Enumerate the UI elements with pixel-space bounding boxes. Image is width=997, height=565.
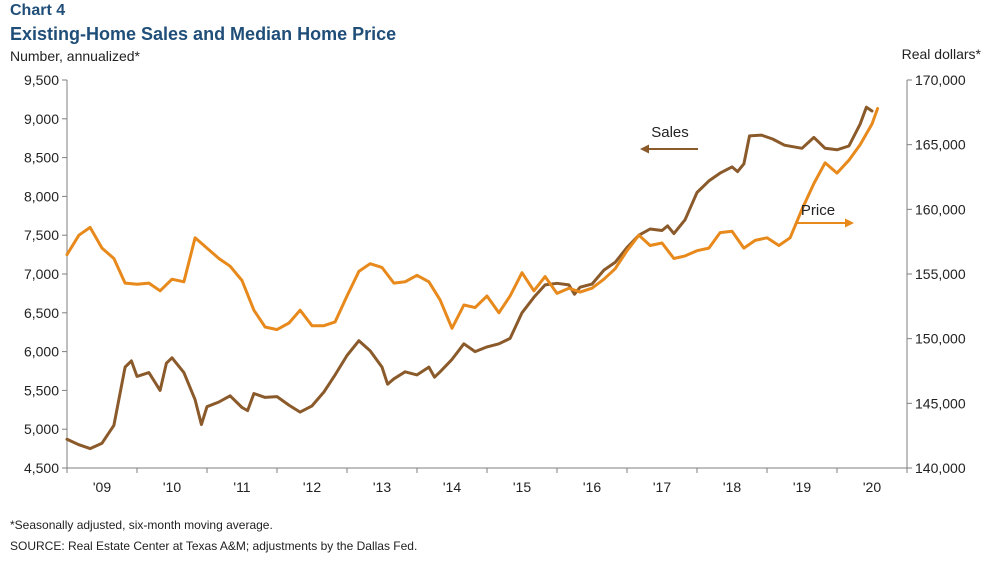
- x-tick-label: '14: [443, 479, 461, 495]
- left-y-tick-label: 9,500: [24, 72, 59, 88]
- x-tick-label: '10: [163, 479, 181, 495]
- x-tick-label: '17: [653, 479, 671, 495]
- x-tick-label: '16: [583, 479, 601, 495]
- x-tick-label: '20: [863, 479, 881, 495]
- left-y-tick-label: 9,000: [24, 111, 59, 127]
- right-y-tick-label: 160,000: [915, 201, 966, 217]
- left-y-tick-label: 5,500: [24, 382, 59, 398]
- right-y-tick-label: 140,000: [915, 460, 966, 476]
- chart-title: Existing-Home Sales and Median Home Pric…: [10, 24, 397, 44]
- sales-series-line: [65, 105, 874, 451]
- right-y-tick-label: 145,000: [915, 395, 966, 411]
- x-tick-label: '13: [373, 479, 391, 495]
- left-y-tick-label: 6,000: [24, 344, 59, 360]
- sales-annotation-label: Sales: [651, 124, 689, 141]
- chart-label: Chart 4: [10, 2, 66, 19]
- left-axis-unit-label: Number, annualized*: [10, 48, 140, 64]
- left-y-tick-label: 4,500: [24, 460, 59, 476]
- price-series-line: [65, 107, 880, 332]
- right-y-tick-label: 150,000: [915, 331, 966, 347]
- x-tick-label: '12: [303, 479, 321, 495]
- x-tick-label: '09: [93, 479, 111, 495]
- right-y-tick-label: 155,000: [915, 266, 966, 282]
- left-y-tick-label: 6,500: [24, 305, 59, 321]
- left-y-tick-label: 7,500: [24, 227, 59, 243]
- footnote: *Seasonally adjusted, six-month moving a…: [10, 518, 273, 532]
- left-y-tick-label: 5,000: [24, 421, 59, 437]
- price-annotation-label: Price: [801, 202, 835, 219]
- x-tick-label: '15: [513, 479, 531, 495]
- x-tick-label: '11: [233, 479, 250, 495]
- left-y-tick-label: 8,500: [24, 150, 59, 166]
- left-y-tick-label: 7,000: [24, 266, 59, 282]
- right-y-tick-label: 165,000: [915, 137, 966, 153]
- source-note: SOURCE: Real Estate Center at Texas A&M;…: [10, 539, 418, 553]
- x-tick-label: '19: [793, 479, 811, 495]
- x-tick-label: '18: [723, 479, 741, 495]
- sales-annotation-arrowhead: [640, 144, 649, 154]
- left-y-tick-label: 8,000: [24, 188, 59, 204]
- price-annotation-arrowhead: [845, 218, 854, 228]
- right-axis-unit-label: Real dollars*: [901, 46, 981, 62]
- right-y-tick-label: 170,000: [915, 72, 966, 88]
